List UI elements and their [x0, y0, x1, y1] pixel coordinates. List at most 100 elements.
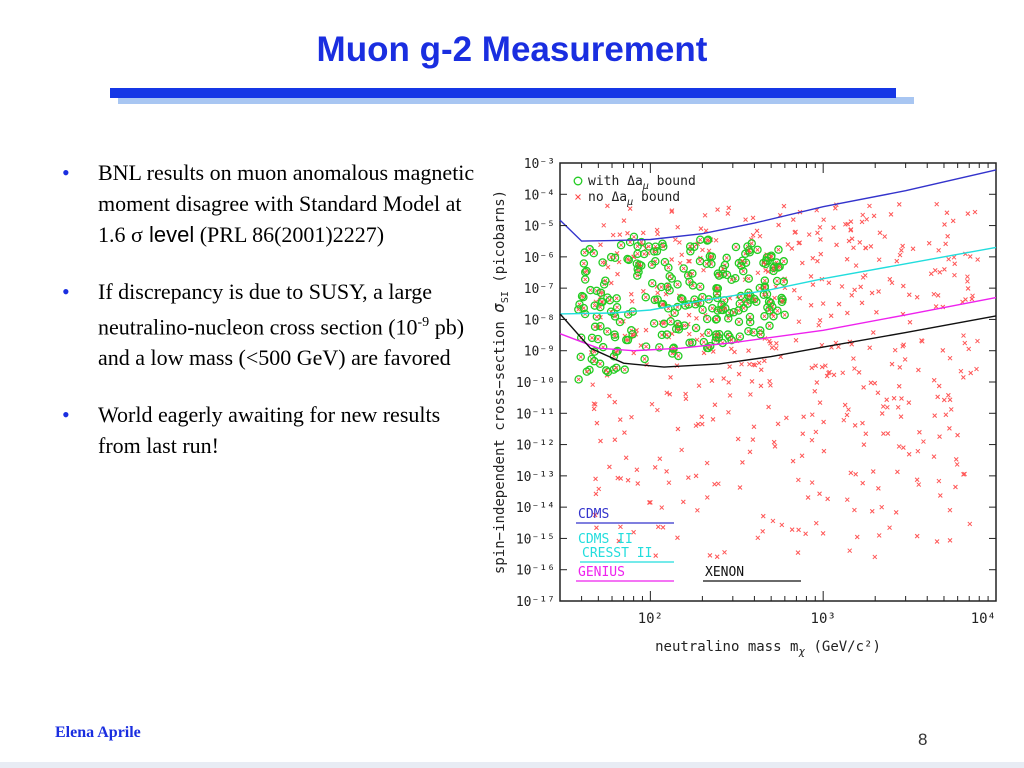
no-bound-point — [937, 269, 943, 275]
no-bound-point-stroke — [914, 477, 920, 483]
no-bound-point — [809, 412, 815, 418]
with-bound-point — [734, 306, 743, 315]
no-bound-point-stroke — [654, 227, 660, 233]
no-bound-point — [836, 344, 841, 350]
no-bound-point-stroke — [598, 438, 603, 444]
no-bound-point — [831, 372, 837, 378]
no-bound-point-stroke — [824, 373, 830, 379]
no-bound-point-stroke — [821, 217, 827, 223]
with-bound-point-circle — [704, 328, 713, 338]
no-bound-point — [617, 417, 623, 422]
with-bound-point-circle — [712, 330, 721, 339]
no-bound-point — [946, 392, 951, 398]
no-bound-point — [679, 252, 685, 258]
with-bound-point-cross — [584, 269, 589, 273]
with-bound-point-circle — [769, 263, 778, 273]
no-bound-point-stroke — [629, 414, 634, 420]
no-bound-point-stroke — [868, 243, 874, 249]
no-bound-point — [831, 225, 836, 230]
no-bound-point-stroke — [967, 521, 973, 527]
no-bound-point-stroke — [735, 436, 741, 442]
with-bound-point-cross — [736, 308, 741, 313]
with-bound-point — [714, 271, 724, 280]
with-bound-point-cross — [682, 323, 687, 328]
no-bound-point — [895, 469, 900, 475]
no-bound-point — [896, 383, 902, 389]
with-bound-point-circle — [603, 327, 612, 336]
no-bound-point-stroke — [712, 402, 718, 408]
with-bound-point-circle — [603, 293, 612, 302]
with-bound-point-cross — [576, 307, 581, 312]
with-bound-point-circle — [712, 314, 722, 324]
with-bound-point-circle — [731, 242, 741, 252]
no-bound-point — [856, 369, 862, 375]
no-bound-point-stroke — [758, 367, 764, 373]
no-bound-point — [852, 366, 857, 371]
with-bound-point-cross — [582, 250, 587, 255]
with-bound-point — [683, 271, 693, 280]
with-bound-point-cross — [752, 297, 757, 301]
no-bound-point-stroke — [607, 464, 612, 470]
no-bound-point — [781, 203, 787, 209]
no-bound-point — [891, 395, 897, 401]
no-bound-point-stroke — [752, 362, 758, 368]
no-bound-point-stroke — [616, 538, 622, 544]
no-bound-point-stroke — [942, 222, 947, 227]
no-bound-point-stroke — [951, 254, 957, 260]
no-bound-point-stroke — [640, 288, 646, 294]
no-bound-point — [657, 456, 663, 462]
legend-label-subscript: μ — [626, 197, 633, 208]
with-bound-point-circle — [676, 294, 686, 303]
with-bound-point-cross — [687, 279, 692, 284]
no-bound-point-stroke — [686, 331, 692, 337]
no-bound-point-stroke — [649, 401, 655, 407]
no-bound-point — [784, 415, 789, 421]
no-bound-point — [800, 431, 806, 437]
no-bound-point-stroke — [852, 423, 858, 428]
with-bound-point-cross — [598, 305, 603, 309]
with-bound-point — [635, 260, 644, 269]
no-bound-point-stroke — [899, 396, 904, 401]
with-bound-point — [727, 275, 736, 285]
with-bound-point-circle — [705, 341, 715, 351]
with-bound-point-cross — [662, 260, 667, 264]
with-bound-point-circle — [577, 291, 587, 301]
with-bound-point — [775, 262, 784, 271]
no-bound-point — [612, 437, 618, 443]
with-bound-point-circle — [673, 319, 682, 329]
no-bound-point-stroke — [797, 240, 803, 246]
no-bound-point-stroke — [776, 222, 781, 228]
no-bound-point-stroke — [960, 375, 966, 380]
with-bound-point — [769, 263, 778, 273]
with-bound-point-cross — [729, 338, 734, 342]
with-bound-point — [738, 256, 747, 265]
no-bound-point — [852, 507, 857, 513]
no-bound-point — [860, 420, 865, 426]
with-bound-point-cross — [767, 323, 772, 328]
no-bound-point — [818, 237, 823, 242]
no-bound-point-stroke — [943, 241, 948, 247]
with-bound-point-cross — [580, 294, 584, 299]
with-bound-point-circle — [685, 242, 695, 251]
no-bound-point-stroke — [868, 380, 874, 386]
with-bound-point-cross — [646, 244, 651, 249]
with-bound-point-cross — [576, 377, 581, 382]
no-bound-point-stroke — [872, 554, 878, 560]
no-bound-point — [617, 232, 623, 237]
with-bound-point-circle — [779, 257, 789, 266]
no-bound-point-stroke — [953, 457, 959, 462]
with-bound-point-cross — [705, 238, 710, 243]
no-bound-point-stroke — [947, 426, 952, 431]
with-bound-point-circle — [718, 269, 728, 279]
with-bound-point — [628, 329, 637, 339]
no-bound-point — [943, 412, 949, 418]
no-bound-point-stroke — [876, 289, 881, 294]
with-bound-point-cross — [609, 255, 614, 259]
no-bound-point — [867, 203, 872, 209]
with-bound-point — [590, 356, 599, 366]
no-bound-point — [942, 222, 947, 227]
no-bound-point-stroke — [896, 383, 902, 389]
with-bound-point — [765, 306, 774, 315]
no-bound-point — [593, 491, 599, 497]
no-bound-point-stroke — [704, 460, 710, 466]
